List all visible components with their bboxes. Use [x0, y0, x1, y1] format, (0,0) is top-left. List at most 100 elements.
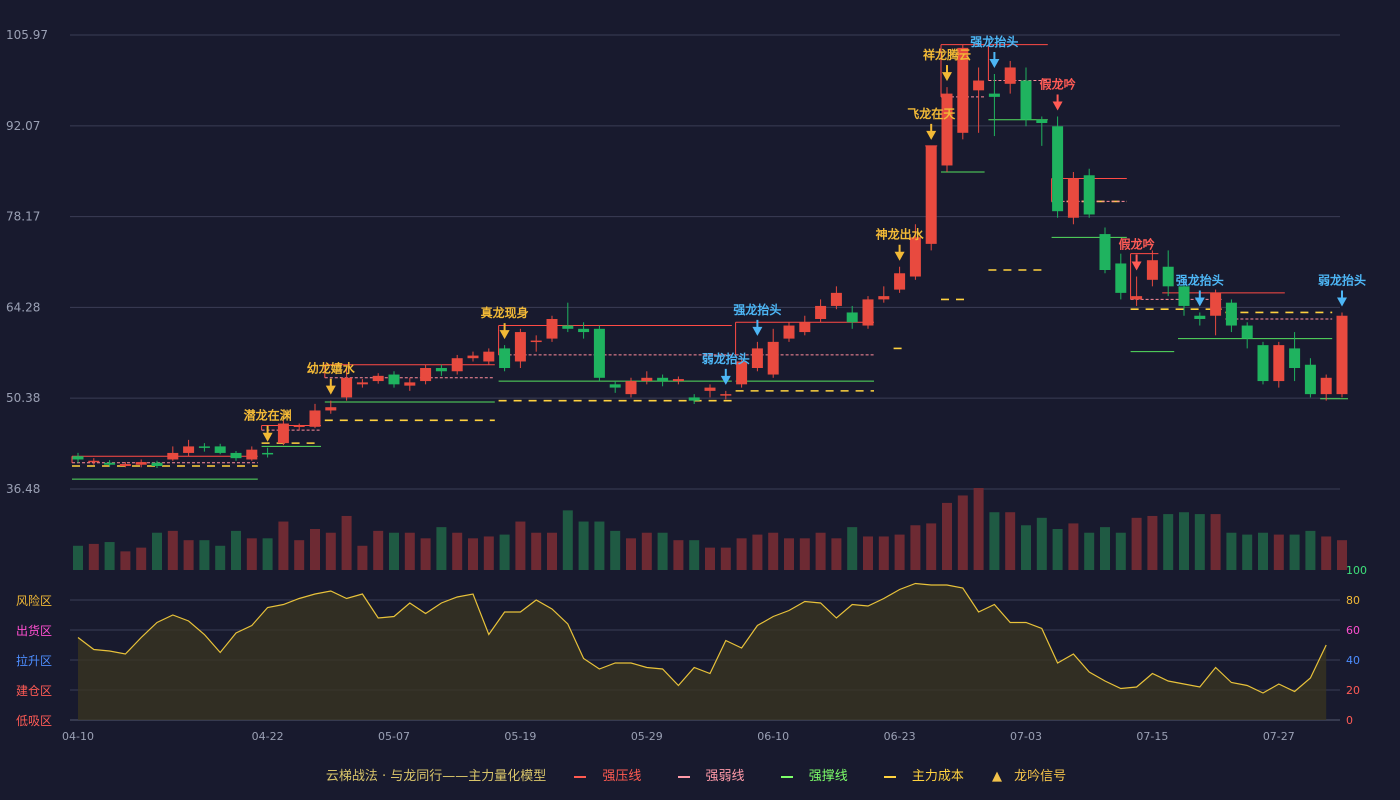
volume-bar	[420, 538, 431, 570]
candle-body	[104, 462, 116, 465]
candle-body	[846, 312, 858, 323]
volume-bar	[562, 510, 573, 570]
candle-body	[862, 299, 874, 326]
volume-bar	[1115, 532, 1126, 570]
volume-bar	[784, 538, 794, 570]
volume-bar	[989, 512, 1000, 570]
oscillator-right-tick: 0	[1346, 714, 1353, 727]
candle-body	[609, 384, 621, 388]
signal-arrow	[1131, 261, 1142, 271]
chart-legend: 云梯战法 · 与龙同行——主力量化模型 强压线 强弱线 强撑线 主力成本 ▲ 龙…	[0, 765, 1400, 784]
volume-bar	[910, 525, 921, 570]
candle-body	[372, 375, 384, 382]
candle-body	[704, 387, 716, 391]
signal-label: 飞龙在天	[907, 106, 956, 121]
volume-bar	[120, 551, 131, 570]
signal-arrow	[1337, 297, 1347, 307]
legend-weak-line: 强弱线	[670, 765, 753, 784]
candle-body	[1146, 260, 1158, 280]
volume-bar	[183, 540, 194, 570]
volume-bar	[389, 532, 399, 570]
price-tick-label: 50.38	[6, 391, 40, 405]
candle-body	[1304, 364, 1316, 395]
candle-body	[830, 292, 842, 306]
signal-label: 假龙吟	[1119, 237, 1155, 252]
volume-bar	[1210, 514, 1221, 570]
price-tick-label: 92.07	[6, 119, 40, 133]
volume-bar	[1179, 512, 1189, 570]
candle-body	[420, 368, 432, 382]
volume-bar	[88, 543, 99, 570]
candle-body	[925, 145, 937, 244]
candle-body	[1336, 315, 1348, 395]
oscillator-right-tick: 60	[1346, 624, 1360, 637]
candle-body	[799, 322, 811, 333]
candle-body	[293, 425, 305, 427]
legend-title: 云梯战法 · 与龙同行——主力量化模型	[325, 769, 547, 784]
oscillator-right-tick: 100	[1346, 564, 1367, 577]
volume-bar	[357, 545, 368, 570]
volume-bar	[1084, 532, 1095, 570]
volume-bar	[215, 545, 226, 570]
volume-bar	[768, 532, 779, 570]
candle-body	[183, 446, 195, 453]
volume-bar	[1289, 534, 1300, 570]
candle-body	[1320, 377, 1332, 395]
candle-body	[625, 381, 637, 395]
candle-body	[578, 328, 590, 333]
candle-body	[435, 368, 447, 372]
signal-arrow	[1052, 101, 1063, 111]
candle-body	[988, 93, 1000, 97]
signal-label: 幼龙嬉水	[307, 361, 356, 376]
candle-body	[783, 325, 795, 339]
candle-body	[1052, 126, 1064, 212]
signal-arrow	[894, 251, 905, 261]
volume-bar	[104, 542, 115, 570]
volume-bar	[1321, 536, 1332, 570]
volume-bar	[341, 515, 352, 570]
candle-body	[562, 325, 574, 329]
volume-bar	[1100, 527, 1110, 570]
candle-body	[1194, 315, 1206, 320]
price-tick-label: 105.97	[6, 28, 48, 42]
candle-body	[1241, 325, 1253, 339]
volume-bar	[1242, 534, 1253, 570]
signal-arrow	[926, 130, 937, 140]
volume-bar	[1147, 515, 1158, 570]
signal-arrow	[942, 72, 952, 82]
candle-body	[514, 332, 526, 362]
volume-bar	[246, 538, 257, 570]
price-tick-label: 64.28	[6, 300, 40, 314]
candle-body	[1273, 345, 1285, 382]
oscillator-right-tick: 80	[1346, 594, 1360, 607]
legend-strong-pressure: 强压线	[566, 765, 649, 784]
volume-bar	[863, 536, 873, 570]
candle-body	[657, 377, 669, 382]
candle-body	[1099, 234, 1111, 271]
candle-body	[467, 355, 479, 359]
signal-label: 弱龙抬头	[1318, 272, 1366, 287]
volume-bar	[1305, 530, 1316, 570]
candle-body	[1067, 178, 1079, 218]
candle-body	[767, 341, 779, 375]
candle-body	[230, 452, 242, 459]
volume-bar	[689, 540, 700, 570]
x-tick-label: 07-03	[1010, 730, 1042, 743]
volume-bar	[594, 521, 605, 570]
volume-bar	[1036, 517, 1047, 570]
volume-bar	[231, 530, 241, 570]
volume-bar	[468, 538, 478, 570]
candle-body	[1083, 175, 1095, 215]
volume-bar	[847, 527, 858, 570]
volume-bar	[531, 532, 542, 570]
candle-body	[451, 358, 463, 372]
volume-bar	[136, 547, 147, 570]
volume-bar	[610, 530, 621, 570]
candle-body	[277, 423, 289, 444]
candle-body	[214, 446, 226, 453]
candle-body	[909, 237, 921, 277]
volume-bar	[878, 536, 889, 570]
legend-signal: ▲ 龙吟信号	[992, 769, 1067, 784]
volume-bar	[578, 521, 589, 570]
oscillator-zone-label: 出货区	[16, 623, 52, 638]
